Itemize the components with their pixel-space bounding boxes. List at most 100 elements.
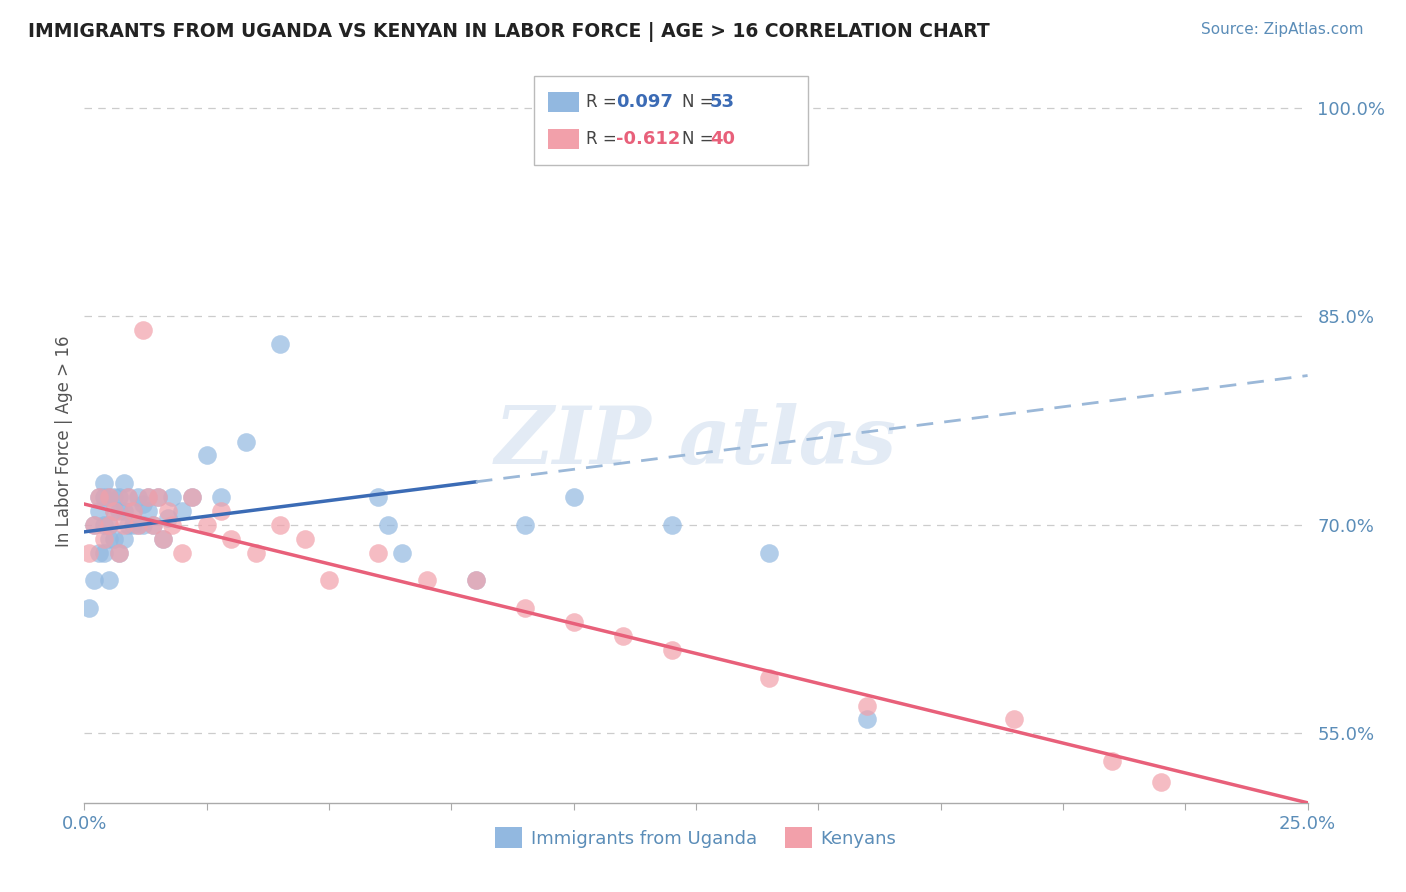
Point <box>127 517 149 532</box>
Point <box>1150 775 1173 789</box>
Point <box>219 532 242 546</box>
Point <box>93 490 115 504</box>
Point <box>87 546 110 560</box>
Point <box>132 517 155 532</box>
Point <box>156 504 179 518</box>
Text: R =: R = <box>586 93 623 111</box>
Point <box>269 517 291 532</box>
Point <box>103 504 125 518</box>
Point <box>377 517 399 532</box>
Text: -0.612: -0.612 <box>616 130 681 148</box>
Point <box>112 532 135 546</box>
Point <box>87 490 110 504</box>
Point <box>97 517 120 532</box>
Point <box>132 323 155 337</box>
Point <box>97 532 120 546</box>
Point <box>83 517 105 532</box>
Point <box>103 490 125 504</box>
Point <box>93 517 115 532</box>
Text: N =: N = <box>682 130 718 148</box>
Point <box>856 698 879 713</box>
Point <box>136 504 159 518</box>
Point <box>367 490 389 504</box>
Point <box>416 574 439 588</box>
Point <box>758 671 780 685</box>
Point <box>152 532 174 546</box>
Text: N =: N = <box>682 93 718 111</box>
Point <box>107 546 129 560</box>
Point <box>142 517 165 532</box>
Point <box>661 517 683 532</box>
Point <box>367 546 389 560</box>
Point <box>107 490 129 504</box>
Point <box>1002 713 1025 727</box>
Point <box>77 601 100 615</box>
Point <box>97 517 120 532</box>
Point <box>132 497 155 511</box>
Point <box>97 574 120 588</box>
Point <box>103 504 125 518</box>
Point <box>83 517 105 532</box>
Point <box>122 504 145 518</box>
Text: ZIP atlas: ZIP atlas <box>495 403 897 480</box>
Point <box>107 504 129 518</box>
Point <box>83 574 105 588</box>
Point <box>269 337 291 351</box>
Y-axis label: In Labor Force | Age > 16: In Labor Force | Age > 16 <box>55 335 73 548</box>
Text: Source: ZipAtlas.com: Source: ZipAtlas.com <box>1201 22 1364 37</box>
Point <box>513 517 536 532</box>
Point <box>464 574 486 588</box>
Point <box>112 517 135 532</box>
Point <box>562 490 585 504</box>
Point <box>661 643 683 657</box>
Point <box>146 490 169 504</box>
Legend: Immigrants from Uganda, Kenyans: Immigrants from Uganda, Kenyans <box>488 820 904 855</box>
Text: R =: R = <box>586 130 623 148</box>
Point <box>122 504 145 518</box>
Point <box>117 517 139 532</box>
Point <box>97 490 120 504</box>
Point <box>162 490 184 504</box>
Point <box>152 532 174 546</box>
Point <box>97 490 120 504</box>
Point <box>142 517 165 532</box>
Point <box>87 490 110 504</box>
Point <box>1101 754 1123 768</box>
Point <box>122 517 145 532</box>
Point <box>107 546 129 560</box>
Text: 0.097: 0.097 <box>616 93 672 111</box>
Point <box>856 713 879 727</box>
Point <box>612 629 634 643</box>
Point <box>117 490 139 504</box>
Point <box>117 490 139 504</box>
Point <box>209 490 232 504</box>
Point <box>172 504 194 518</box>
Point <box>562 615 585 630</box>
Point <box>136 490 159 504</box>
Point <box>209 504 232 518</box>
Point <box>513 601 536 615</box>
Point <box>172 546 194 560</box>
Point <box>103 532 125 546</box>
Point <box>758 546 780 560</box>
Point <box>136 490 159 504</box>
Point <box>77 546 100 560</box>
Point <box>181 490 204 504</box>
Point <box>156 511 179 525</box>
Point <box>195 517 218 532</box>
Point <box>464 574 486 588</box>
Point <box>181 490 204 504</box>
Point <box>87 504 110 518</box>
Point <box>146 490 169 504</box>
Point <box>93 476 115 491</box>
Point <box>391 546 413 560</box>
Point <box>235 434 257 449</box>
Point <box>112 476 135 491</box>
Point <box>294 532 316 546</box>
Point <box>93 532 115 546</box>
Text: IMMIGRANTS FROM UGANDA VS KENYAN IN LABOR FORCE | AGE > 16 CORRELATION CHART: IMMIGRANTS FROM UGANDA VS KENYAN IN LABO… <box>28 22 990 42</box>
Point <box>245 546 267 560</box>
Point <box>318 574 340 588</box>
Text: 53: 53 <box>710 93 735 111</box>
Point <box>162 517 184 532</box>
